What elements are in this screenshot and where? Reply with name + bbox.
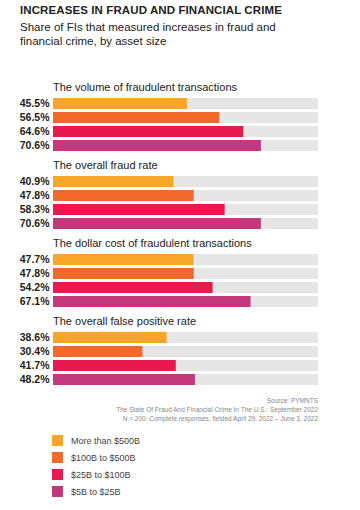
html-text:$100B to $500B: $100B to $500B (71, 452, 136, 463)
html-text:The overall false positive rat: The overall false positive rate (53, 315, 197, 327)
svg-text:67.1%: 67.1% (20, 295, 50, 307)
svg-text:70.6%: 70.6% (20, 139, 50, 151)
html-text:The overall fraud rate: The overall fraud rate (53, 159, 158, 171)
svg-text:58.3%: 58.3% (20, 203, 50, 215)
html-text:The dollar cost of fraudulent: The dollar cost of fraudulent transactio… (53, 237, 252, 249)
html-text:$5B to $25B: $5B to $25B (71, 486, 121, 497)
html-text:The State Of Fraud And Financi: The State Of Fraud And Financial Crime I… (116, 406, 318, 413)
svg-text:47.7%: 47.7% (20, 253, 50, 265)
svg-text:70.6%: 70.6% (20, 217, 50, 229)
svg-text:30.4%: 30.4% (20, 345, 50, 357)
html-text:Source: PYMNTS: Source: PYMNTS (266, 397, 318, 404)
svg-text:64.6%: 64.6% (20, 125, 50, 137)
html-text:INCREASES IN FRAUD AND FINANCI: INCREASES IN FRAUD AND FINANCIAL CRIME (20, 4, 282, 16)
html-text:Share of FIs that measured inc: Share of FIs that measured increases in … (20, 21, 276, 47)
svg-text:54.2%: 54.2% (20, 281, 50, 293)
html-text:More than $500B: More than $500B (71, 435, 140, 446)
svg-text:47.8%: 47.8% (20, 267, 50, 279)
svg-text:45.5%: 45.5% (20, 97, 50, 109)
svg-text:47.8%: 47.8% (20, 189, 50, 201)
svg-text:56.5%: 56.5% (20, 111, 50, 123)
svg-text:38.6%: 38.6% (20, 331, 50, 343)
svg-text:40.9%: 40.9% (20, 175, 50, 187)
svg-text:48.2%: 48.2% (20, 373, 50, 385)
svg-text:41.7%: 41.7% (20, 359, 50, 371)
html-text:The volume of fraudulent trans: The volume of fraudulent transactions (53, 81, 237, 93)
html-text:$25B to $100B: $25B to $100B (71, 469, 131, 480)
html-text:N = 200: Complete responses, f: N = 200: Complete responses, fielded Apr… (122, 415, 318, 422)
